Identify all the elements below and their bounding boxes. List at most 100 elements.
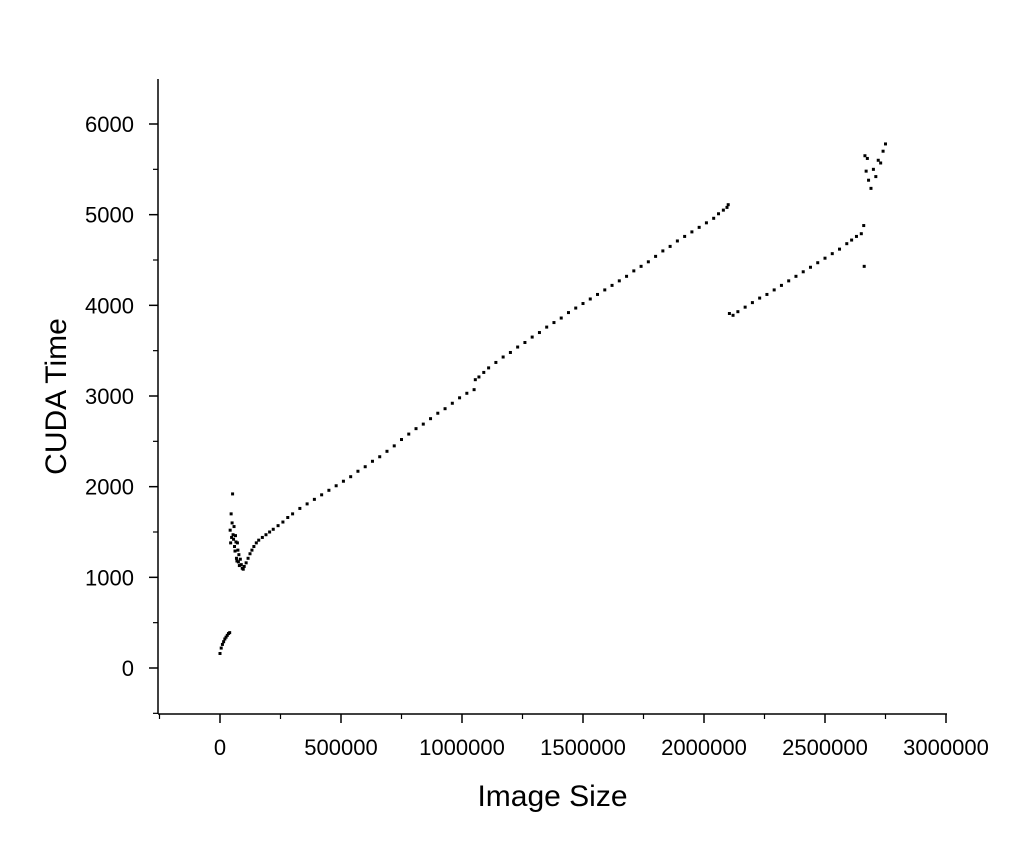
y-tick-label: 0 [122, 656, 134, 681]
y-axis-label: CUDA Time [40, 318, 73, 475]
data-point [407, 432, 411, 436]
y-tick-label: 5000 [85, 203, 134, 228]
data-point [566, 311, 570, 315]
data-point [236, 548, 240, 552]
data-point [617, 279, 621, 283]
data-point [477, 375, 481, 379]
data-point [646, 260, 650, 264]
data-point [865, 156, 869, 160]
data-point [816, 261, 820, 265]
data-point [765, 292, 769, 296]
data-point [223, 637, 227, 641]
data-point [683, 234, 687, 238]
data-point [349, 475, 353, 479]
data-point [881, 149, 885, 153]
data-point [552, 321, 556, 325]
data-point [727, 311, 731, 315]
data-point [237, 564, 241, 568]
data-point [472, 388, 476, 392]
data-point [236, 560, 240, 564]
data-point [356, 469, 360, 473]
y-tick-label: 3000 [85, 384, 134, 409]
data-points [218, 142, 887, 655]
data-point [229, 541, 233, 545]
data-point [242, 564, 246, 568]
x-axis-ticks: 0 500000 1000000 1500000 2000000 2500000 30000… [158, 714, 989, 760]
data-point [334, 484, 338, 488]
data-point [234, 556, 238, 560]
data-point [501, 355, 505, 359]
data-point [237, 553, 241, 557]
data-point [494, 360, 498, 364]
data-point [235, 541, 239, 545]
y-axis-ticks: 0 1000 2000 3000 4000 5000 6000 [85, 112, 158, 714]
data-point [232, 525, 236, 529]
data-point [248, 552, 252, 556]
data-point [239, 563, 243, 567]
data-point [545, 325, 549, 329]
data-point [246, 556, 250, 560]
x-axis-label: Image Size [477, 780, 627, 813]
data-point [229, 512, 233, 516]
data-point [225, 633, 229, 637]
data-point [750, 301, 754, 305]
data-point [218, 651, 222, 655]
data-point [233, 545, 237, 549]
data-point [429, 417, 433, 421]
data-point [414, 427, 418, 431]
data-point [794, 274, 798, 278]
data-point [363, 465, 367, 469]
data-point [864, 169, 868, 173]
data-point [639, 264, 643, 268]
data-point [244, 561, 248, 565]
data-point [421, 422, 425, 426]
data-point [721, 208, 725, 212]
y-tick-label: 6000 [85, 112, 134, 137]
data-point [668, 244, 672, 248]
y-tick-label: 4000 [85, 293, 134, 318]
x-tick-label: 1500000 [540, 735, 626, 760]
data-point [276, 524, 280, 528]
data-point [233, 534, 237, 538]
data-point [876, 158, 880, 162]
data-point [823, 256, 827, 260]
data-point [869, 186, 873, 190]
data-point [581, 302, 585, 306]
x-tick-label: 1000000 [419, 735, 505, 760]
data-point [867, 178, 871, 182]
data-point [697, 225, 701, 229]
data-point [327, 488, 331, 492]
data-point [743, 305, 747, 309]
data-point [879, 161, 883, 165]
data-point [884, 142, 887, 146]
data-point [574, 306, 578, 310]
data-point [370, 459, 374, 463]
data-point [271, 527, 275, 531]
data-point [378, 455, 382, 459]
data-point [291, 512, 295, 516]
data-point [603, 288, 607, 292]
data-point [450, 401, 454, 405]
data-point [516, 345, 520, 349]
data-point [854, 234, 858, 238]
data-point [231, 533, 235, 537]
y-tick-label: 2000 [85, 475, 134, 500]
data-point [222, 640, 226, 644]
data-point [233, 549, 237, 553]
data-point [717, 212, 721, 216]
data-point [787, 279, 791, 283]
data-point [286, 515, 290, 519]
data-point [725, 205, 729, 209]
data-point [458, 396, 462, 400]
data-point [228, 631, 232, 635]
data-point [704, 221, 708, 225]
data-point [530, 335, 534, 339]
data-point [731, 313, 735, 317]
data-point [465, 391, 469, 395]
data-point [838, 247, 842, 251]
data-point [863, 154, 867, 158]
data-point [675, 239, 679, 243]
data-point [758, 296, 762, 300]
data-point [862, 224, 866, 228]
data-point [281, 520, 285, 524]
